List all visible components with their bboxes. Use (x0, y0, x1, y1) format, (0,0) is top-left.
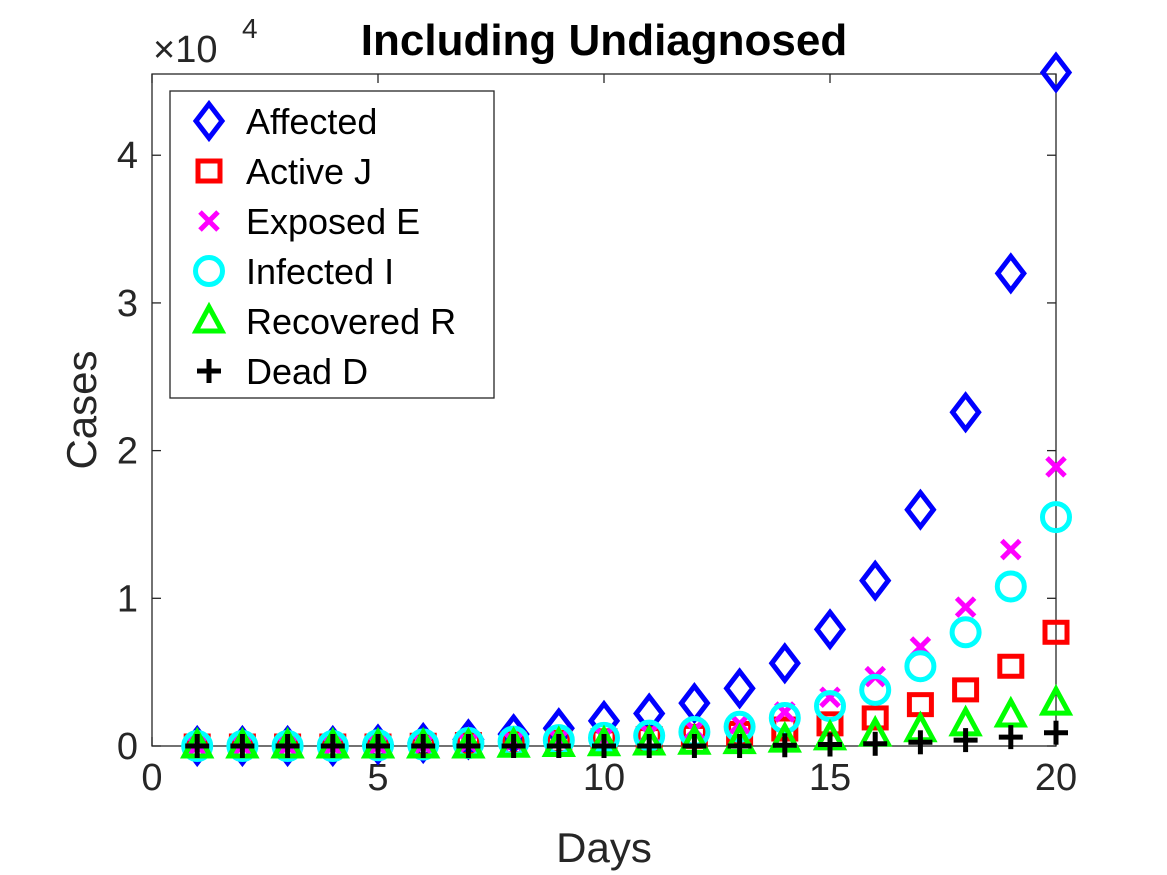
point-dead-d (953, 728, 978, 753)
x-tick-label: 15 (809, 757, 851, 799)
point-recovered-r (993, 695, 1028, 728)
point-dead-d (592, 734, 616, 758)
point-dead-d (908, 730, 933, 755)
point-active-j (997, 653, 1025, 679)
point-dead-d (772, 733, 797, 758)
point-exposed-e (1045, 456, 1067, 478)
point-dead-d (863, 731, 888, 756)
point-affected (768, 642, 801, 685)
legend-marker (197, 359, 221, 383)
y-axis-label: Cases (58, 350, 105, 469)
point-recovered-r (1038, 683, 1074, 716)
point-exposed-e (954, 596, 977, 618)
point-affected (813, 608, 847, 651)
y-tick-label: 3 (117, 283, 138, 325)
point-affected (949, 391, 982, 434)
point-dead-d (682, 734, 707, 758)
point-infected-i (994, 570, 1027, 603)
legend-marker (195, 158, 223, 184)
legend-label: Active J (246, 151, 372, 192)
point-dead-d (230, 734, 255, 758)
point-dead-d (320, 734, 345, 758)
point-active-j (1042, 619, 1070, 645)
point-dead-d (501, 734, 526, 758)
point-infected-i (1040, 501, 1072, 534)
legend-marker (193, 255, 225, 287)
y-tick-label: 4 (117, 135, 138, 177)
point-infected-i (949, 616, 982, 649)
legend-label: Recovered R (246, 301, 456, 342)
legend-box (169, 90, 495, 399)
point-dead-d (818, 732, 842, 757)
x-tick-label: 0 (141, 757, 162, 799)
point-dead-d (185, 734, 210, 758)
point-dead-d (546, 734, 571, 758)
point-affected (859, 559, 892, 602)
y-exponent-base: ×10 (153, 29, 217, 71)
point-exposed-e (1000, 538, 1022, 561)
legend-label: Exposed E (246, 201, 420, 242)
x-tick-label: 20 (1035, 757, 1077, 799)
legend-label: Affected (246, 101, 377, 142)
point-dead-d (637, 734, 662, 758)
point-dead-d (411, 734, 436, 758)
legend-marker (191, 301, 227, 334)
x-tick-label: 5 (367, 757, 388, 799)
point-affected (1039, 51, 1073, 94)
chart-title: Including Undiagnosed (361, 16, 847, 65)
x-tick-label: 10 (583, 757, 625, 799)
point-infected-i (768, 701, 801, 734)
point-dead-d (456, 734, 481, 758)
point-affected (723, 667, 756, 710)
point-infected-i (859, 673, 892, 706)
point-affected (678, 682, 711, 725)
y-exponent-power: 4 (242, 13, 258, 44)
legend-label: Dead D (246, 351, 368, 392)
x-axis-label: Days (556, 824, 652, 871)
point-dead-d (366, 734, 390, 758)
point-affected (904, 488, 937, 531)
y-tick-label: 1 (117, 578, 138, 620)
point-active-j (861, 705, 889, 731)
legend-marker (192, 99, 226, 143)
point-exposed-e (819, 686, 841, 709)
point-affected (994, 252, 1027, 295)
y-tick-label: 2 (117, 431, 138, 473)
y-tick-label: 0 (117, 726, 138, 768)
point-infected-i (904, 650, 937, 683)
legend: Affected Active J Exposed E Infected I Recov… (169, 90, 495, 399)
point-dead-d (727, 734, 752, 758)
point-active-j (952, 677, 980, 703)
legend-label: Infected I (246, 251, 394, 292)
point-dead-d (275, 734, 300, 758)
plot-area: 0 5 10 15 20 0 1 2 3 4 (117, 51, 1077, 799)
point-dead-d (998, 725, 1023, 750)
legend-marker (198, 210, 220, 232)
point-dead-d (1044, 720, 1068, 745)
